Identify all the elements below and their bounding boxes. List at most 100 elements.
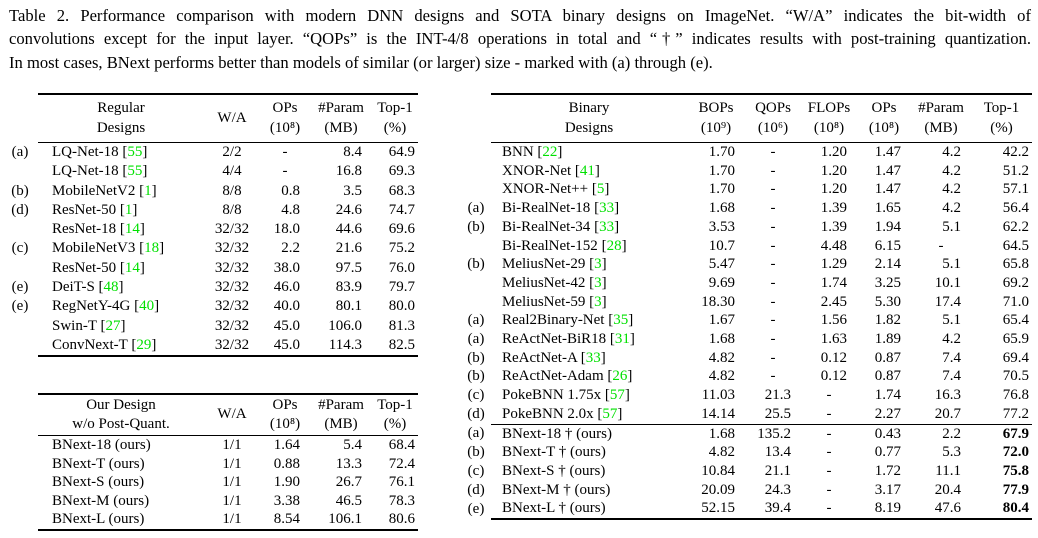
table-row: (a) ReActNet-BiR18 [31] 1.68 - 1.63 1.89 4.2 65… [461,330,1032,349]
metric-value: 52.15 [687,499,745,521]
model-name: ReActNet-Adam [26] [502,368,633,385]
metric-value: 0.12 [820,349,847,366]
metric-value: 46.0 [273,279,300,296]
column-header-line: W/A [217,110,247,126]
metric-value: 25.5 [764,405,791,422]
metric-value: 1.68 [687,423,745,444]
metric-value: 0.12 [820,368,847,385]
citation-ref: 41 [579,162,595,179]
metric-value: 4.2 [942,162,961,179]
metric-value: 2/2 [222,144,242,160]
metric-value: 1.63 [820,331,847,348]
model-name: BNext-M (ours) [52,492,150,509]
metric-value: 65.4 [1002,312,1029,329]
metric-value: - [770,331,776,348]
metric-value: 10.1 [934,274,961,291]
metric-value: 10.84 [701,462,735,479]
column-header-line: OPs [272,100,298,116]
metric-value: 1/1 [204,510,260,531]
metric-value: 56.4 [1002,200,1029,217]
metric-value: 2.2 [911,423,971,444]
row-tag: (b) [467,218,485,235]
metric-value: 77.2 [1002,405,1029,422]
metric-value: 1.72 [874,462,901,479]
table-row: (a) LQ-Net-18 [55] 2/2 - 8.4 64.9 [2,143,418,163]
metric-value: 1/1 [222,474,242,491]
metric-value: 74.7 [388,201,415,218]
row-tag [2,162,38,181]
model-name: BNext-L † (ours) [491,499,687,521]
metric-value: 67.9 [971,423,1032,444]
metric-value: 106.1 [310,510,372,531]
metric-value: 8.54 [260,510,310,531]
metric-value: 71.0 [1002,293,1029,310]
table-row: (b) MeliusNet-29 [3] 5.47 - 1.29 2.14 5.1 65.8 [461,255,1032,274]
metric-value: 2.14 [874,256,901,273]
metric-value: 1.39 [820,200,847,217]
metric-value: 3.53 [708,218,735,235]
row-tag [461,237,491,256]
model-name: BNext-18 (ours) [52,437,151,453]
metric-value: 11.03 [701,387,735,404]
metric-value: 11.1 [935,462,961,479]
row-tag: (d) [467,406,485,423]
metric-value: 21.3 [764,387,791,404]
row-tag: (a) [467,312,485,329]
metric-value: 80.1 [335,298,362,315]
model-name: BNext-M † (ours) [502,481,611,498]
column-header-line: QOPs [755,100,791,116]
column-header-line: (10⁸) [868,120,900,136]
table-head: Our Design w/o Post-Quant. W/A OPs (10⁸) #Par… [2,393,418,436]
metric-value: 97.5 [335,259,362,276]
metric-value: - [938,237,944,254]
metric-value: 72.0 [1002,444,1029,461]
metric-value: 4/4 [222,163,242,180]
column-header: Our Design w/o Post-Quant. [38,393,204,436]
binary-designs-table-wrap: Binary Designs BOPs (10⁹) QOPs (10⁶) FLOPs (10⁸… [461,93,1032,521]
table-row: MeliusNet-59 [3] 18.30 - 2.45 5.30 17.4 71.0 [461,293,1032,312]
metric-value: 83.9 [335,279,362,296]
table-body: (a) LQ-Net-18 [55] 2/2 - 8.4 64.9 LQ-Net-18 [5… [2,143,418,358]
citation-ref: 1 [124,201,133,218]
table-header-row: Our Design w/o Post-Quant. W/A OPs (10⁸) #Par… [2,393,418,436]
table-head: Regular Designs W/A OPs (10⁸) #Param (MB) Top-1… [2,93,418,143]
column-header-line: W/A [217,406,247,423]
column-header: #Param (MB) [911,93,971,143]
metric-value: 75.8 [1002,462,1029,479]
model-name: MobileNetV3 [18] [52,240,165,257]
column-header: Regular Designs [38,93,204,143]
metric-value: 1.89 [874,331,901,348]
table-row: (c) MobileNetV3 [18] 32/32 2.2 21.6 75.2 [2,239,418,258]
metric-value: 32/32 [214,259,250,276]
row-tag [461,162,491,181]
column-header-line: (MB) [324,120,358,136]
table-row: (a) Bi-RealNet-18 [33] 1.68 - 1.39 1.65 4.2 56.… [461,199,1032,218]
model-name: ConvNext-T [29] [38,335,204,358]
column-header-line: (MB) [924,120,958,136]
metric-value: - [826,444,832,461]
column-header-line: (10⁸) [269,120,301,136]
metric-value: 1/1 [222,492,242,509]
metric-value: 44.6 [335,221,362,238]
metric-value: 80.0 [388,298,415,315]
metric-value: 20.09 [701,481,735,498]
column-header: W/A [204,93,260,143]
metric-value: 39.4 [745,499,801,521]
model-name: MeliusNet-42 [3] [502,274,607,291]
metric-value: 76.1 [388,474,415,491]
row-tag [2,317,38,336]
model-name: Bi-RealNet-34 [33] [502,218,620,235]
metric-value: 5.3 [942,444,961,461]
column-header: OPs (10⁸) [857,93,911,143]
table-row: Bi-RealNet-152 [28] 10.7 - 4.48 6.15 - 64.5 [461,237,1032,256]
metric-value: 75.2 [388,240,415,257]
citation-ref: 14 [124,221,140,238]
table-row: (a) Real2Binary-Net [35] 1.67 - 1.56 1.82 5.1 6… [461,311,1032,330]
row-tag: (b) [467,349,485,366]
metric-value: - [770,162,776,179]
metric-value: 4.2 [942,181,961,198]
table-row: (b) ReActNet-Adam [26] 4.82 - 0.12 0.87 7.4 70.… [461,367,1032,386]
metric-value: 20.7 [934,405,961,422]
column-header: W/A [204,393,260,436]
metric-value: 1.68 [708,331,735,348]
